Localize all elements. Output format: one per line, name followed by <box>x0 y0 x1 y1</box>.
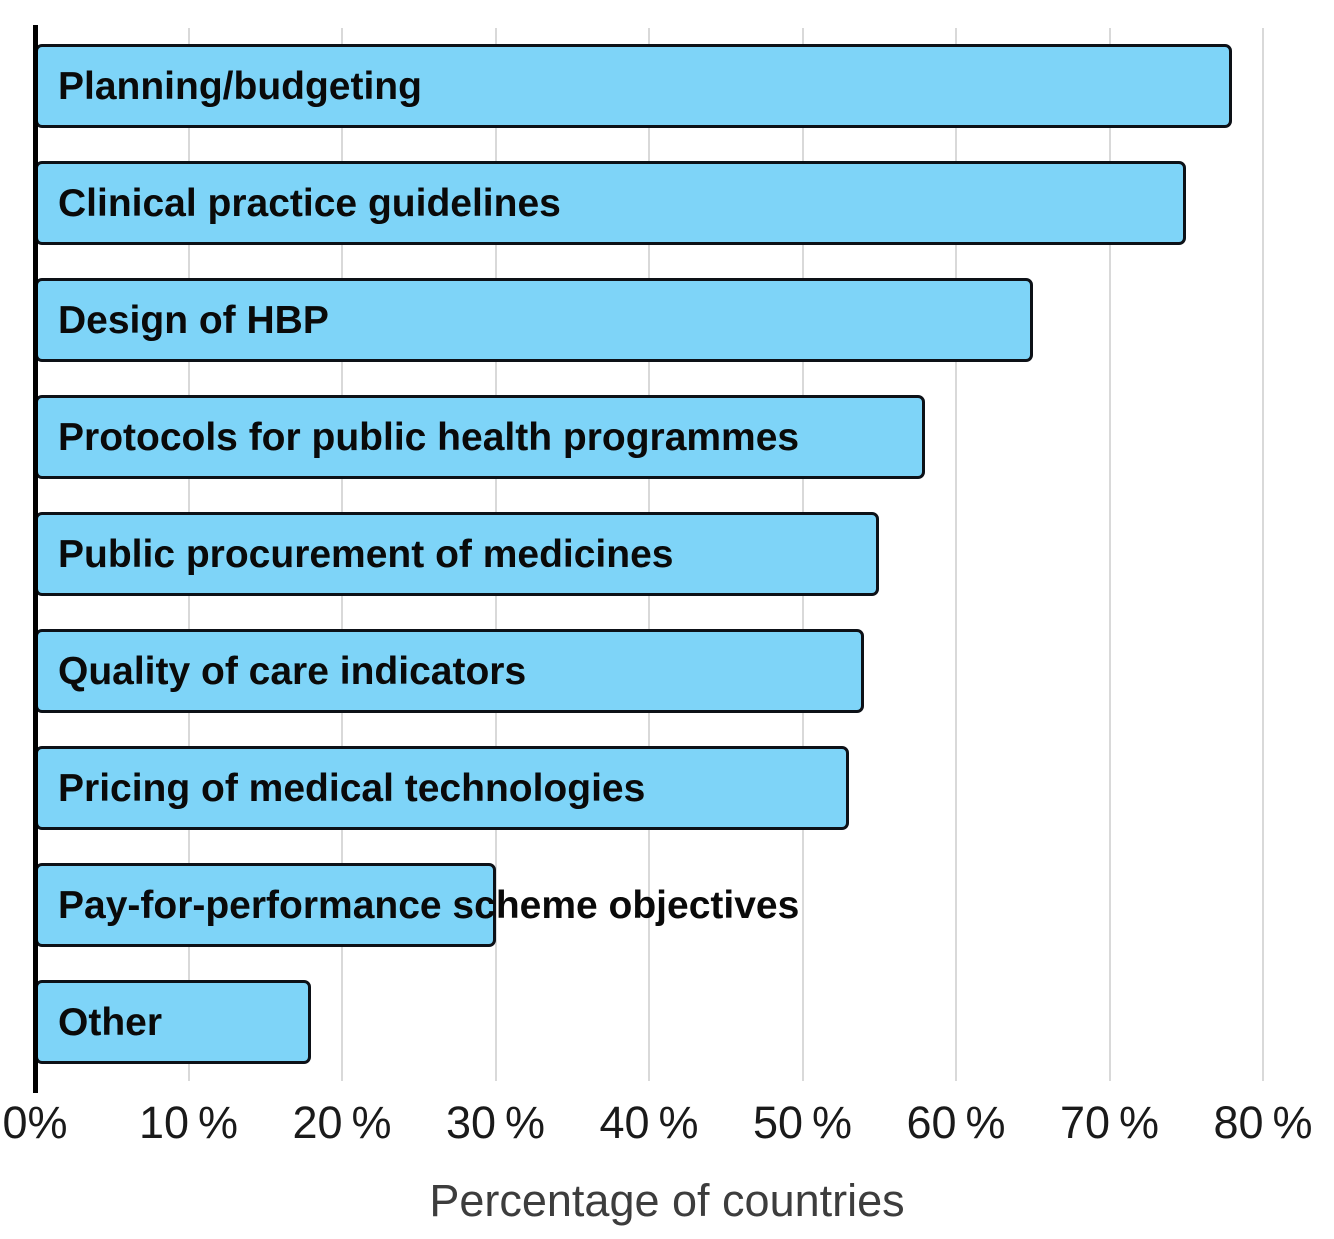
bar-category-label: Clinical practice guidelines <box>58 181 561 225</box>
x-tick-label: 30 % <box>445 1097 546 1148</box>
gridline-vertical <box>955 28 957 1081</box>
gridline-vertical <box>1262 28 1264 1081</box>
bar-category-label: Pricing of medical technologies <box>58 766 646 810</box>
bar: Design of HBP <box>35 278 1033 362</box>
x-tick-label: 50 % <box>752 1097 853 1148</box>
bar-category-label: Public procurement of medicines <box>58 532 674 576</box>
bar: Other <box>35 980 312 1064</box>
x-tick-label: 80 % <box>1213 1097 1313 1148</box>
bar-category-label: Protocols for public health programmes <box>58 415 800 459</box>
bar: Pay-for-performance scheme objectives <box>35 863 799 947</box>
bar-category-label: Quality of care indicators <box>58 649 527 693</box>
x-tick-label: 70 % <box>1059 1097 1160 1148</box>
y-axis-line <box>33 25 38 1093</box>
bar: Protocols for public health programmes <box>35 395 926 479</box>
x-tick-label: 20 % <box>292 1097 392 1148</box>
x-axis-title: Percentage of countries <box>429 1175 905 1226</box>
bar: Quality of care indicators <box>35 629 864 713</box>
bar: Pricing of medical technologies <box>35 746 849 830</box>
bar-category-label: Design of HBP <box>58 298 329 342</box>
bar-category-label: Planning/budgeting <box>58 64 422 108</box>
bar-category-label: Pay-for-performance scheme objectives <box>58 883 800 927</box>
x-tick-label: 40 % <box>599 1097 699 1148</box>
x-tick-label: 0% <box>2 1097 68 1148</box>
bar: Public procurement of medicines <box>35 512 880 596</box>
bar: Planning/budgeting <box>35 44 1233 128</box>
bar: Clinical practice guidelines <box>35 161 1187 245</box>
gridline-vertical <box>1108 28 1111 1081</box>
x-tick-label: 10 % <box>138 1097 239 1148</box>
x-tick-label: 60 % <box>906 1097 1006 1148</box>
bar-category-label: Other <box>58 1000 163 1044</box>
